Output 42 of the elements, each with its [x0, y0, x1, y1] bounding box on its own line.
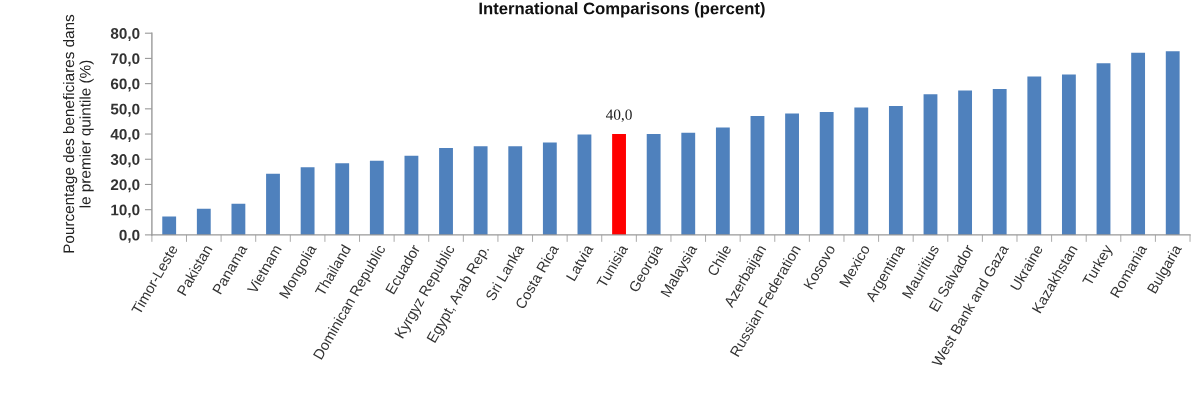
y-tick-label: 50,0 — [110, 103, 140, 117]
y-tick-label: 10,0 — [111, 204, 140, 218]
bar — [231, 203, 246, 235]
bar — [508, 146, 523, 235]
bar — [196, 208, 211, 235]
y-tick-label: 40,0 — [110, 128, 140, 142]
y-tick-label: 20,0 — [110, 179, 140, 193]
bar — [577, 134, 592, 235]
bar — [715, 127, 730, 235]
bar — [404, 155, 419, 235]
bar — [1165, 51, 1180, 235]
bar — [1131, 52, 1146, 235]
bar — [888, 106, 903, 235]
bar — [854, 107, 869, 235]
bar — [923, 94, 938, 235]
bar — [646, 134, 661, 235]
bar — [750, 115, 765, 235]
y-tick-label: 70,0 — [111, 53, 140, 67]
bar — [681, 132, 696, 235]
bar — [369, 160, 384, 235]
bar — [162, 216, 177, 235]
bar — [335, 163, 350, 235]
bar — [992, 88, 1007, 235]
y-tick-label: 80,0 — [110, 28, 140, 42]
bar — [266, 173, 280, 235]
chart-title: International Comparisons (percent) — [479, 2, 765, 18]
bar — [542, 142, 557, 235]
y-tick-label: 60,0 — [110, 78, 140, 92]
bar — [819, 112, 834, 235]
bar — [1027, 76, 1042, 235]
bar — [612, 134, 626, 235]
bar — [300, 167, 315, 235]
bar — [473, 146, 488, 235]
y-tick-label: 0,0 — [119, 229, 140, 243]
y-axis-title: Pourcentage des beneficiares dans le premier quintile (%) — [62, 14, 94, 253]
bar — [785, 113, 799, 235]
bar — [1061, 74, 1076, 235]
data-label: 40,0 — [605, 109, 632, 123]
bar — [1096, 63, 1111, 235]
bar — [958, 90, 973, 235]
bar — [439, 147, 453, 235]
y-tick-label: 30,0 — [110, 154, 140, 168]
